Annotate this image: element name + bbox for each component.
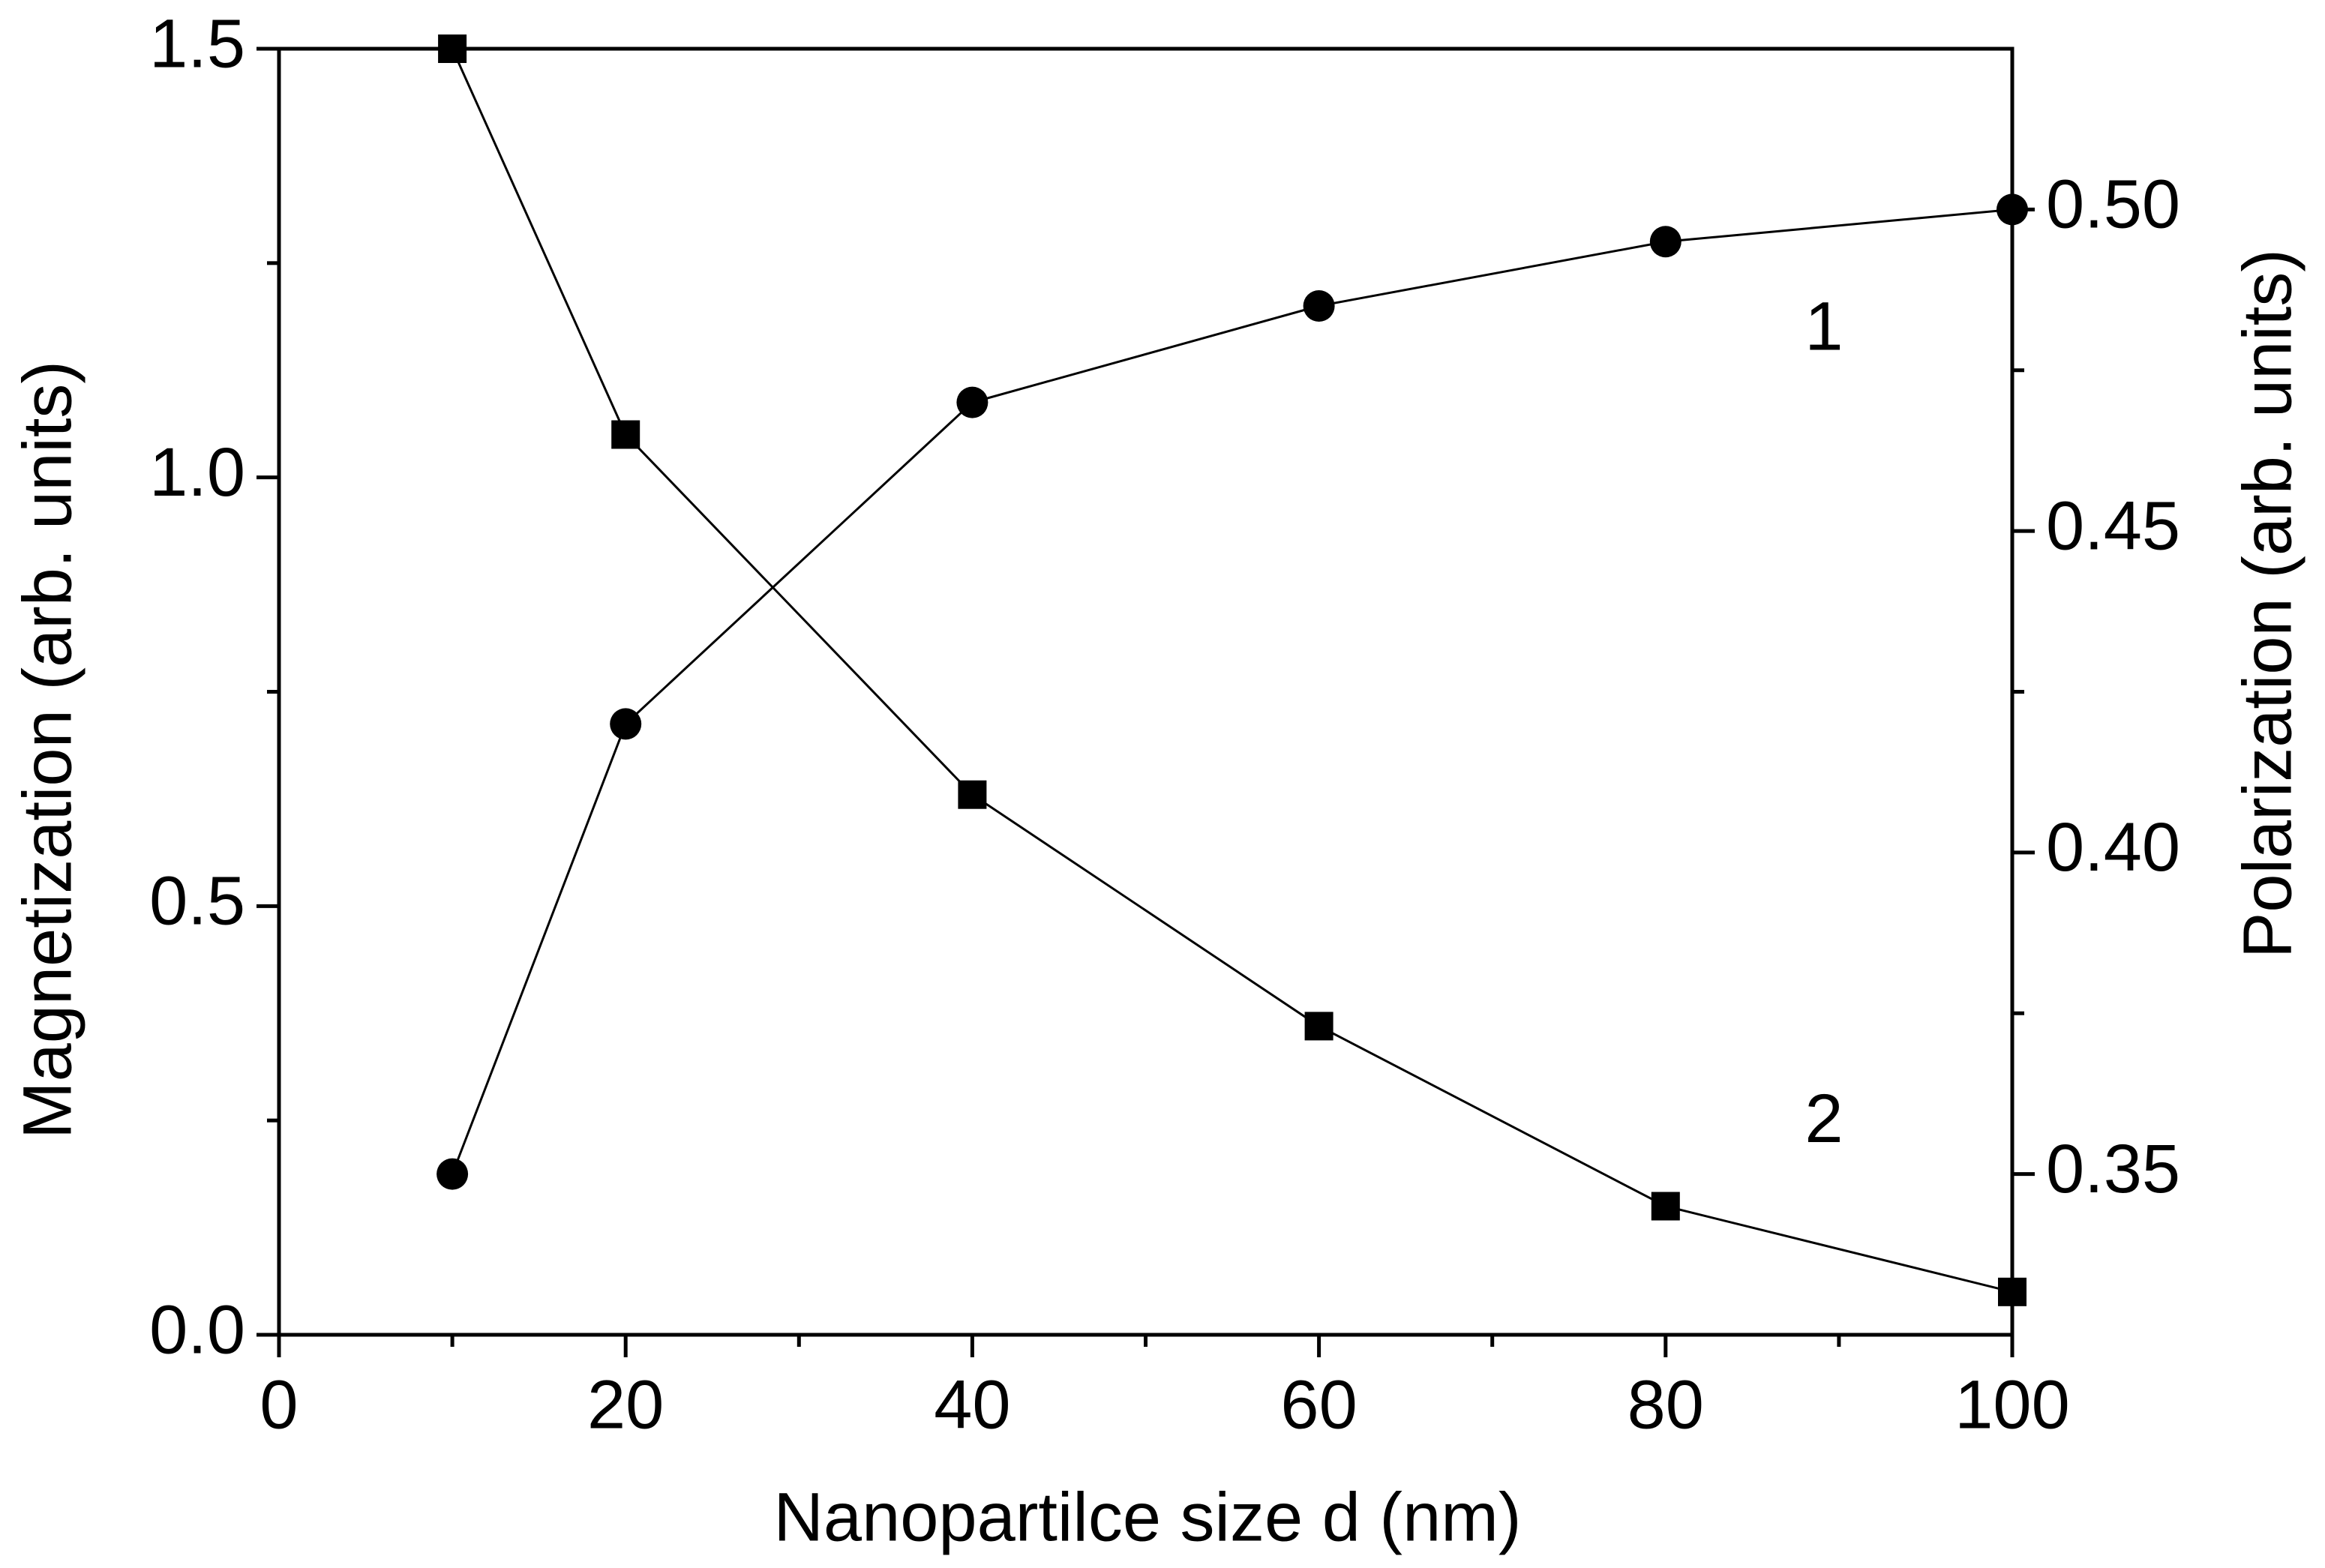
x-tick-label: 0 xyxy=(260,1366,298,1443)
marker xyxy=(1303,290,1335,322)
x-tick-label: 80 xyxy=(1628,1366,1704,1443)
marker xyxy=(611,420,640,449)
y2-axis-title: Polarization (arb. units) xyxy=(2229,249,2306,958)
x-axis-title: Nanopartilce size d (nm) xyxy=(773,1479,1521,1555)
marker xyxy=(1651,1192,1680,1221)
x-tick-label: 40 xyxy=(934,1366,1010,1443)
marker xyxy=(958,780,987,809)
y2-tick-label: 0.35 xyxy=(2046,1131,2180,1207)
y-tick-label: 0.5 xyxy=(149,863,245,940)
y-tick-label: 1.0 xyxy=(149,434,245,511)
series-label: 1 xyxy=(1804,289,1843,365)
marker xyxy=(1996,193,2028,226)
y-tick-label: 0.0 xyxy=(149,1291,245,1368)
marker xyxy=(1649,226,1682,258)
marker xyxy=(610,708,642,740)
series-line xyxy=(451,48,2013,1294)
y-axis-title: Magnetization (arb. units) xyxy=(9,361,86,1139)
x-tick-label: 20 xyxy=(587,1366,664,1443)
marker xyxy=(438,34,467,63)
y2-tick-label: 0.50 xyxy=(2046,166,2180,243)
marker xyxy=(1998,1277,2026,1306)
x-tick-label: 100 xyxy=(1954,1366,2070,1443)
x-tick-label: 60 xyxy=(1280,1366,1357,1443)
series-line xyxy=(451,208,2013,1175)
y-tick-label: 1.5 xyxy=(149,5,245,82)
y2-tick-label: 0.40 xyxy=(2046,809,2180,886)
marker xyxy=(956,386,988,418)
marker xyxy=(436,1158,469,1190)
series-label: 2 xyxy=(1804,1081,1843,1157)
y2-tick-label: 0.45 xyxy=(2046,487,2180,564)
marker xyxy=(1304,1012,1334,1041)
